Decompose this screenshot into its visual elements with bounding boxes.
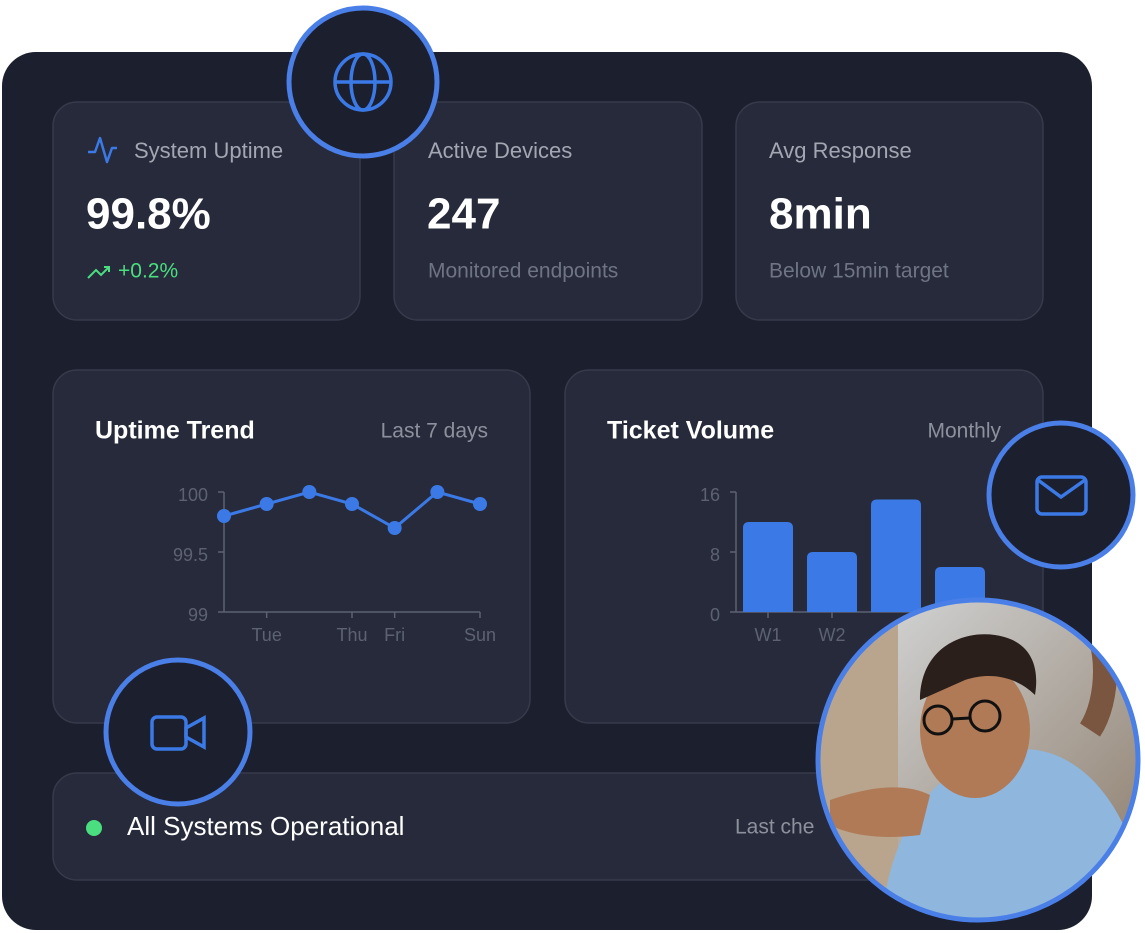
status-note: Last che: [735, 816, 814, 839]
bar: [807, 552, 857, 612]
x-tick-label: W2: [819, 625, 846, 645]
x-tick-label: Tue: [251, 625, 281, 645]
point: [345, 497, 359, 511]
bar: [743, 522, 793, 612]
y-tick-label: 16: [700, 485, 720, 505]
video-badge: [103, 657, 253, 807]
chart-title: Uptime Trend: [95, 417, 255, 445]
point: [217, 509, 231, 523]
stat-note: Below 15min target: [769, 260, 949, 283]
stat-label: Avg Response: [769, 138, 912, 163]
stat-note: Monitored endpoints: [428, 260, 618, 283]
x-tick-label: Sun: [464, 625, 496, 645]
y-tick-label: 0: [710, 605, 720, 625]
y-tick-label: 100: [178, 485, 208, 505]
stat-note: +0.2%: [118, 260, 178, 283]
point: [259, 497, 274, 511]
point: [387, 521, 402, 535]
status-text: All Systems Operational: [127, 811, 404, 841]
stat-card: [52, 101, 361, 321]
stat-card: [735, 101, 1044, 321]
bar: [871, 499, 921, 612]
x-tick-label: W1: [755, 625, 782, 645]
stat-label: Active Devices: [428, 138, 572, 163]
y-tick-label: 8: [710, 545, 720, 565]
stat-card: [393, 101, 703, 321]
point: [430, 485, 445, 499]
point: [473, 497, 487, 511]
trend-icon: [87, 266, 110, 279]
y-tick-label: 99.5: [173, 545, 208, 565]
chart-subtitle: Monthly: [927, 420, 1001, 443]
chart-card: [52, 369, 531, 724]
chart-title: Ticket Volume: [607, 417, 774, 445]
stat-value: 8min: [769, 190, 872, 239]
point: [302, 485, 317, 499]
y-tick-label: 99: [188, 605, 208, 625]
icons: [150, 52, 1088, 751]
x-tick-label: Fri: [384, 625, 405, 645]
pulse-icon: [88, 136, 117, 164]
chart-subtitle: Last 7 days: [381, 420, 488, 443]
x-tick-label: Thu: [336, 625, 367, 645]
status-dot: [86, 820, 102, 836]
stat-value: 99.8%: [86, 190, 211, 239]
stat-value: 247: [427, 190, 500, 239]
stat-label: System Uptime: [134, 138, 283, 163]
